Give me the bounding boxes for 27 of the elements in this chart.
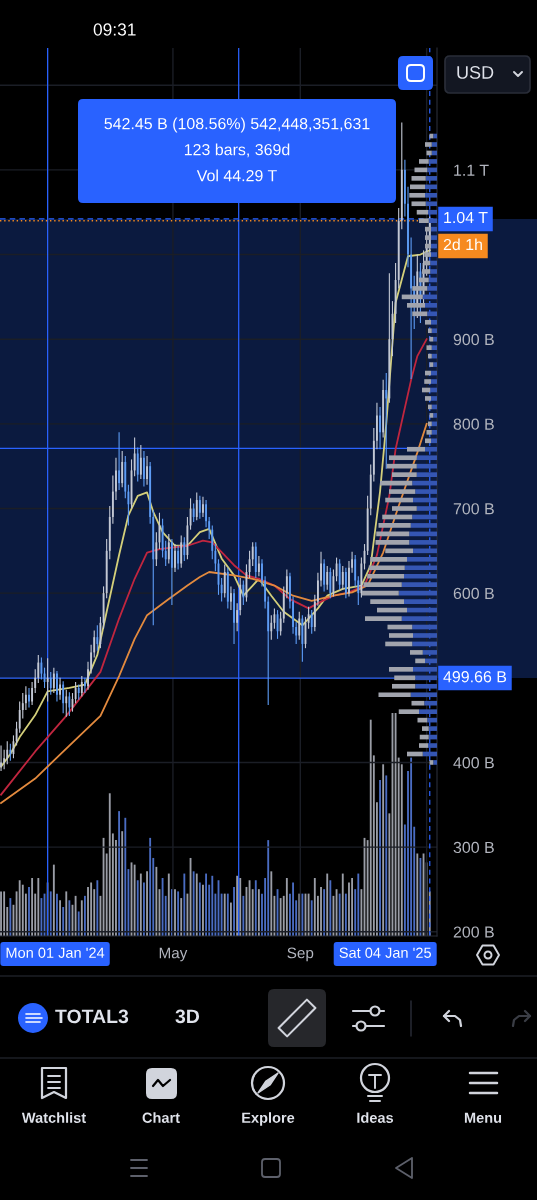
- y-tick-label: 700 B: [453, 503, 494, 515]
- ref-line-label: 499.66 B: [443, 671, 507, 683]
- annotation: 542.45 B (108.56%) 542,448,351,631: [104, 117, 370, 133]
- ref-line-label: 2d 1h: [443, 238, 482, 251]
- y-tick-label: 400 B: [453, 757, 494, 769]
- annotation: Vol 44.29 T: [196, 169, 277, 182]
- ref-line-label: Mon 01 Jan '24: [6, 947, 105, 958]
- y-tick-label: 200 B: [453, 926, 494, 938]
- text: 3D: [175, 1009, 200, 1024]
- y-tick-label: 600 B: [453, 587, 494, 600]
- x-tick-label: Sep: [287, 947, 314, 962]
- ref-line-label: Sat 04 Jan '25: [339, 947, 431, 958]
- ref-line-label: 1.04 T: [444, 211, 488, 224]
- text: USD: [457, 66, 494, 79]
- text: Chart: [142, 1112, 180, 1123]
- y-tick-label: 900 B: [453, 333, 494, 346]
- y-tick-label: 1.1 T: [454, 164, 489, 176]
- text: Menu: [464, 1112, 502, 1123]
- text: TOTAL3: [55, 1009, 129, 1024]
- text: Watchlist: [21, 1112, 86, 1123]
- text: Explore: [242, 1112, 295, 1126]
- y-tick-label: 300 B: [453, 841, 494, 854]
- x-tick-label: May: [159, 947, 188, 962]
- text: 09:31: [93, 23, 136, 36]
- text: Ideas: [357, 1112, 394, 1123]
- annotation: 123 bars, 369d: [184, 143, 290, 158]
- y-tick-label: 800 B: [453, 418, 494, 430]
